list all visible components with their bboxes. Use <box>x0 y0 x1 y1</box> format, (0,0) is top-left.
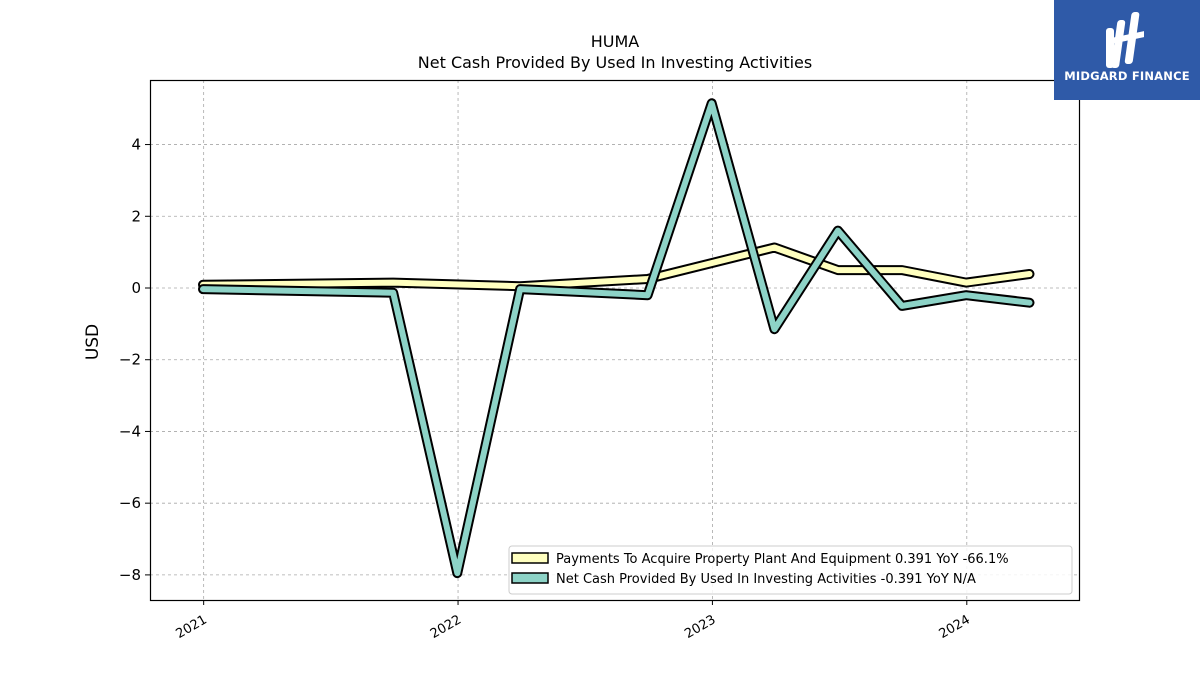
legend-swatch <box>511 552 549 564</box>
y-tick-label: −8 <box>119 566 141 584</box>
legend-label: Payments To Acquire Property Plant And E… <box>556 552 1009 567</box>
x-tick-label: 2024 <box>937 612 973 642</box>
legend: Payments To Acquire Property Plant And E… <box>508 545 1073 595</box>
y-tick-label: −6 <box>119 494 141 512</box>
brand-name: MIDGARD FINANCE <box>1064 69 1190 83</box>
chart-subtitle: Net Cash Provided By Used In Investing A… <box>418 53 812 72</box>
plot-frame <box>149 79 1081 602</box>
chart-title: HUMA <box>591 32 640 51</box>
series-1 <box>198 242 1035 292</box>
series-line <box>200 100 1033 577</box>
x-tick-label: 2021 <box>174 612 210 642</box>
legend-box <box>508 545 1073 595</box>
series-2 <box>198 98 1035 579</box>
y-tick-label: 2 <box>131 207 141 225</box>
brand-logo: MIDGARD FINANCE <box>1054 0 1200 100</box>
legend-label: Net Cash Provided By Used In Investing A… <box>556 572 976 587</box>
y-tick-label: 0 <box>131 279 141 297</box>
y-tick-label: 4 <box>131 136 141 154</box>
grid <box>150 80 1079 600</box>
y-tick-label: −2 <box>119 351 141 369</box>
series-line-outline <box>198 98 1035 579</box>
y-axis-label: USD <box>83 324 103 360</box>
series-lines <box>198 98 1035 579</box>
y-tick-label: −4 <box>119 422 141 440</box>
x-tick-label: 2023 <box>682 612 718 642</box>
x-tick-label: 2022 <box>428 612 464 642</box>
midgard-logo-icon <box>1106 12 1144 68</box>
legend-swatch <box>511 572 549 584</box>
